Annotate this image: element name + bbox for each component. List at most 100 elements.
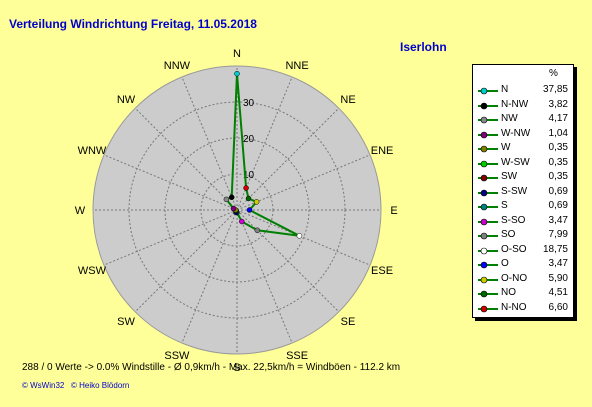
legend-item: N-NO 6,60 xyxy=(477,302,572,316)
legend-marker xyxy=(478,218,498,225)
direction-label-sw: SW xyxy=(117,316,135,328)
legend: % N 37,85 N-NW 3,82 NW 4,17 W-NW 1,04 W 0,35 W-SW 0… xyxy=(472,64,574,318)
legend-value: 1,04 xyxy=(548,127,568,139)
legend-item: N-NW 3,82 xyxy=(477,99,572,113)
legend-value: 3,82 xyxy=(548,98,568,110)
legend-marker xyxy=(478,203,498,211)
legend-label: N-NW xyxy=(501,98,529,110)
legend-value: 37,85 xyxy=(542,84,568,95)
legend-item: W-NW 1,04 xyxy=(477,128,572,142)
legend-value: 7,99 xyxy=(548,229,568,240)
legend-label: O-SO xyxy=(501,243,527,255)
legend-label: O-NO xyxy=(501,272,528,284)
legend-value: 5,90 xyxy=(548,272,568,284)
legend-item: NW 4,17 xyxy=(477,113,572,127)
grid-spoke xyxy=(134,209,238,313)
data-point-ne xyxy=(245,195,252,202)
grid-spoke xyxy=(103,209,238,266)
data-point-ese xyxy=(296,233,303,239)
legend-value: 3,47 xyxy=(548,258,568,269)
legend-label: N-NO xyxy=(501,301,527,313)
legend-label: W-NW xyxy=(501,127,531,139)
legend-item: S 0,69 xyxy=(477,200,572,214)
legend-label: SW xyxy=(501,171,518,182)
data-point-e xyxy=(246,207,253,213)
legend-label: N xyxy=(501,84,509,95)
legend-item: N 37,85 xyxy=(477,84,572,98)
direction-label-ssw: SSW xyxy=(164,350,190,362)
data-point-nne xyxy=(243,185,249,191)
direction-label-s: S xyxy=(233,362,240,374)
grid-spoke xyxy=(103,154,238,211)
grid-spoke xyxy=(181,76,238,211)
legend-marker xyxy=(478,247,498,254)
grid-spoke xyxy=(236,209,293,344)
direction-label-nnw: NNW xyxy=(164,60,191,72)
data-point-wnw xyxy=(230,205,237,212)
direction-label-wsw: WSW xyxy=(78,265,107,277)
grid-spoke xyxy=(236,154,371,211)
legend-marker xyxy=(478,160,498,167)
legend-label: S-SW xyxy=(501,185,528,197)
legend-marker xyxy=(478,116,498,124)
legend-value: 4,51 xyxy=(548,287,568,298)
legend-marker xyxy=(478,87,498,95)
legend-label: NO xyxy=(501,287,516,298)
direction-label-nne: NNE xyxy=(285,60,308,72)
legend-marker xyxy=(478,276,498,283)
grid-spoke xyxy=(236,209,371,266)
data-point-n xyxy=(234,70,240,77)
data-point-nnw xyxy=(228,194,235,201)
legend-value: 0,35 xyxy=(548,171,568,182)
legend-marker xyxy=(478,131,498,138)
legend-item: O 3,47 xyxy=(477,258,572,272)
legend-value: 3,47 xyxy=(548,214,568,226)
legend-label: S-SO xyxy=(501,214,526,226)
legend-label: NW xyxy=(501,113,518,124)
direction-label-se: SE xyxy=(341,316,356,328)
data-point-ene xyxy=(253,199,260,205)
legend-label: S xyxy=(501,200,508,211)
legend-marker xyxy=(478,145,498,153)
legend-marker xyxy=(478,189,498,196)
grid-spoke xyxy=(134,107,238,211)
footer-stats: 288 / 0 Werte -> 0.0% Windstille - Ø 0,9… xyxy=(22,362,401,373)
radial-tick-label: 20 xyxy=(243,134,255,145)
legend-value: 0,69 xyxy=(548,185,568,197)
direction-label-ne: NE xyxy=(340,94,355,106)
legend-marker xyxy=(478,102,498,109)
direction-label-sse: SSE xyxy=(286,350,308,362)
legend-value: 18,75 xyxy=(542,243,568,255)
legend-label: W-SW xyxy=(501,156,530,168)
direction-label-ene: ENE xyxy=(371,145,394,157)
legend-item: O-NO 5,90 xyxy=(477,273,572,287)
legend-value: 0,35 xyxy=(548,156,568,168)
direction-label-e: E xyxy=(390,205,397,217)
legend-item: NO 4,51 xyxy=(477,287,572,301)
legend-unit: % xyxy=(549,68,558,79)
chart-title: Verteilung Windrichtung Freitag, 11.05.2… xyxy=(9,17,257,31)
legend-marker xyxy=(478,232,498,240)
radial-tick-label: 30 xyxy=(243,98,255,109)
legend-value: 0,35 xyxy=(548,142,568,153)
direction-label-nw: NW xyxy=(117,94,136,106)
legend-item: SW 0,35 xyxy=(477,171,572,185)
legend-marker xyxy=(478,305,498,312)
grid-spoke xyxy=(236,209,340,313)
legend-label: SO xyxy=(501,229,516,240)
data-point-nw xyxy=(223,196,230,203)
legend-item: SO 7,99 xyxy=(477,229,572,243)
legend-item: W 0,35 xyxy=(477,142,572,156)
legend-marker xyxy=(478,261,498,269)
grid-spoke xyxy=(236,107,340,211)
direction-label-wnw: WNW xyxy=(78,145,107,157)
radial-tick-label: 10 xyxy=(243,170,255,181)
wswin-credit: © WsWin32 xyxy=(22,381,65,390)
data-point-se xyxy=(254,227,261,234)
legend-item: O-SO 18,75 xyxy=(477,244,572,258)
location-label: Iserlohn xyxy=(400,40,447,54)
direction-label-n: N xyxy=(233,48,241,60)
legend-item: S-SW 0,69 xyxy=(477,186,572,200)
